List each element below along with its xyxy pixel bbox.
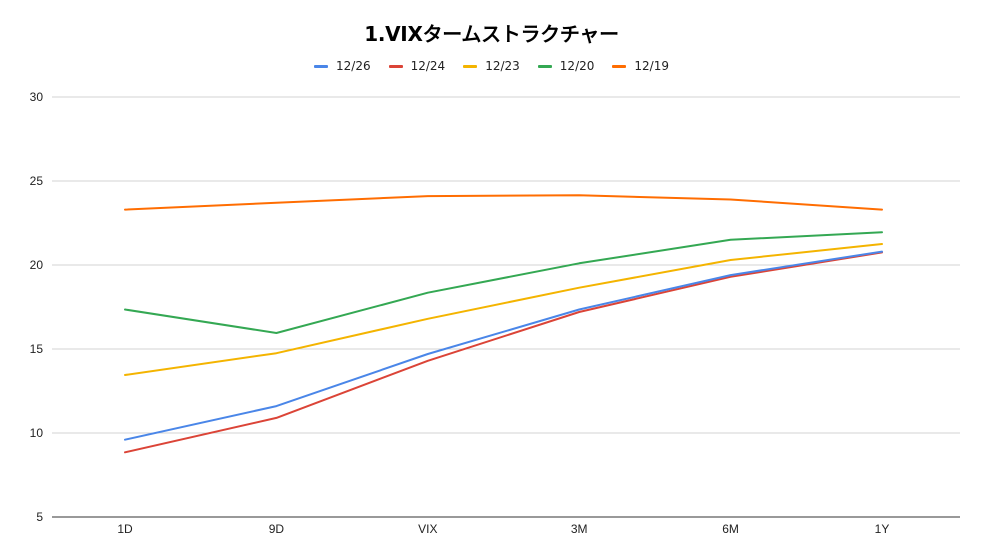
series-lines (124, 194, 883, 454)
legend-swatch (537, 64, 552, 68)
legend-item: 12/20 (537, 59, 595, 73)
x-axis: 1D 9D VIX 3M 6M 1Y (117, 522, 889, 536)
legend: 12/26 12/24 12/23 12/20 12/19 (0, 59, 983, 73)
x-tick-label: 6M (722, 522, 739, 536)
legend-label: 12/20 (559, 59, 595, 73)
series-line-12-20 (124, 231, 883, 334)
y-tick-label: 30 (30, 90, 44, 104)
legend-item: 12/19 (612, 59, 669, 73)
legend-swatch (388, 64, 403, 68)
legend-swatch (612, 64, 627, 68)
legend-swatch (314, 64, 329, 68)
x-tick-label: 9D (269, 522, 285, 536)
x-tick-label: 1D (117, 522, 133, 536)
y-tick-label: 10 (30, 426, 44, 440)
series-line-12-26 (124, 250, 883, 441)
y-tick-label: 5 (36, 510, 43, 524)
legend-swatch (463, 64, 478, 68)
y-tick-label: 20 (30, 258, 44, 272)
legend-label: 12/24 (410, 59, 446, 73)
y-tick-label: 25 (30, 174, 44, 188)
legend-item: 12/23 (463, 59, 520, 73)
gridlines (52, 96, 960, 518)
series-line-12-24 (124, 251, 883, 454)
y-tick-label: 15 (30, 342, 44, 356)
y-axis: 5 10 15 20 25 30 (30, 90, 44, 524)
legend-label: 12/26 (336, 59, 371, 73)
legend-item: 12/26 (314, 59, 371, 73)
legend-label: 12/23 (485, 59, 520, 73)
chart-title: 1.VIXタームストラクチャー (364, 22, 619, 46)
x-tick-label: 1Y (875, 522, 890, 536)
legend-label: 12/19 (634, 59, 669, 73)
series-line-12-19 (124, 194, 883, 211)
x-tick-label: 3M (571, 522, 588, 536)
series-line-12-23 (124, 243, 883, 376)
x-tick-label: VIX (418, 522, 437, 536)
legend-item: 12/24 (388, 59, 446, 73)
